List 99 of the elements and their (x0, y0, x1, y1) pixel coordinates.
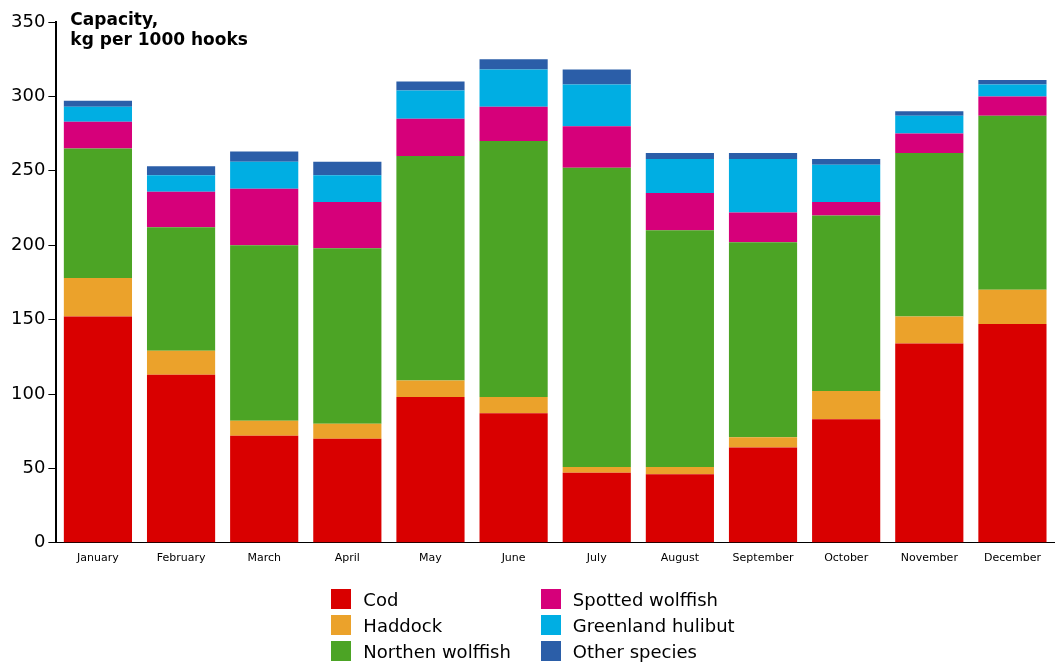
bar (479, 69, 548, 107)
bar (396, 155, 465, 381)
bar (645, 158, 714, 194)
x-tick-label: January (76, 551, 120, 565)
bar (146, 191, 216, 228)
bar (396, 396, 465, 543)
bar (63, 106, 133, 122)
bar (895, 152, 964, 317)
legend-label: Northen wolffish (363, 640, 511, 662)
bar (396, 380, 465, 397)
y-axis-title: Capacity, kg per 1000 hooks (70, 8, 248, 49)
bar (313, 248, 382, 424)
bar (728, 437, 798, 448)
bar (645, 152, 714, 159)
bar (146, 175, 216, 192)
x-tick-label: August (660, 551, 700, 565)
bar (63, 148, 133, 278)
bar (812, 202, 881, 216)
bar (230, 245, 299, 421)
bar (812, 164, 881, 203)
bar (230, 188, 299, 246)
bar (978, 324, 1047, 543)
x-tick-label: September (732, 551, 794, 565)
bar (146, 166, 216, 176)
bar (728, 212, 798, 243)
bar (812, 419, 881, 543)
bar (562, 167, 631, 467)
bar (230, 420, 299, 436)
bar (812, 215, 881, 392)
bar (645, 193, 714, 231)
bar (146, 374, 216, 543)
bar (63, 316, 133, 543)
y-tick-label: 250 (11, 158, 46, 180)
bar (313, 423, 382, 439)
bar (479, 59, 548, 70)
bar (812, 391, 881, 420)
bar (313, 175, 382, 203)
bar (230, 161, 299, 189)
bar (479, 106, 548, 142)
bar (562, 84, 631, 127)
y-tick-label: 0 (33, 530, 46, 552)
x-tick-label: June (500, 551, 526, 565)
bar (562, 466, 631, 473)
bar (895, 133, 964, 153)
x-tick-label: March (247, 551, 281, 565)
bar (645, 230, 714, 467)
bar (978, 84, 1047, 97)
bar (978, 289, 1047, 325)
bar (562, 472, 631, 543)
x-tick-label: November (900, 551, 959, 565)
bar (396, 118, 465, 156)
y-tick-label: 100 (11, 381, 46, 403)
x-tick-label: July (585, 551, 608, 565)
y-tick-label: 300 (11, 84, 46, 106)
legend-label: Haddock (363, 614, 443, 636)
bar (63, 100, 133, 107)
bar (396, 90, 465, 119)
y-tick-label: 50 (22, 456, 46, 478)
bar (978, 80, 1047, 85)
bar (479, 141, 548, 397)
bar (313, 438, 382, 543)
bar (230, 151, 299, 162)
bar (895, 316, 964, 344)
bar (313, 202, 382, 249)
legend-label: Other species (572, 640, 697, 662)
bar (728, 158, 798, 213)
x-tick-label: April (334, 551, 360, 565)
bar (645, 474, 714, 543)
legend-label: Greenland hulibut (572, 614, 735, 636)
legend-label: Spotted wolffish (572, 588, 718, 610)
x-tick-label: December (983, 551, 1042, 565)
bar (230, 435, 299, 543)
bar (562, 69, 631, 85)
y-tick-label: 150 (11, 307, 46, 329)
x-tick-label: May (419, 551, 443, 565)
bar (63, 121, 133, 149)
bar (63, 277, 133, 317)
y-tick-label: 350 (11, 9, 46, 31)
bar (396, 81, 465, 91)
bar (479, 413, 548, 543)
bar (645, 466, 714, 475)
bar (728, 152, 798, 159)
bar (728, 242, 798, 438)
bar (978, 96, 1047, 116)
bar (146, 227, 216, 351)
bar (895, 111, 964, 116)
bar (895, 115, 964, 134)
x-tick-label: February (156, 551, 206, 565)
y-tick-label: 200 (11, 232, 46, 254)
bar (146, 350, 216, 375)
legend-label: Cod (363, 588, 399, 610)
x-tick-label: October (824, 551, 869, 565)
bar (479, 396, 548, 414)
bar (978, 115, 1047, 290)
bar (313, 161, 382, 176)
bar (812, 158, 881, 165)
bar (895, 343, 964, 543)
bar (562, 126, 631, 168)
bar (728, 447, 798, 543)
